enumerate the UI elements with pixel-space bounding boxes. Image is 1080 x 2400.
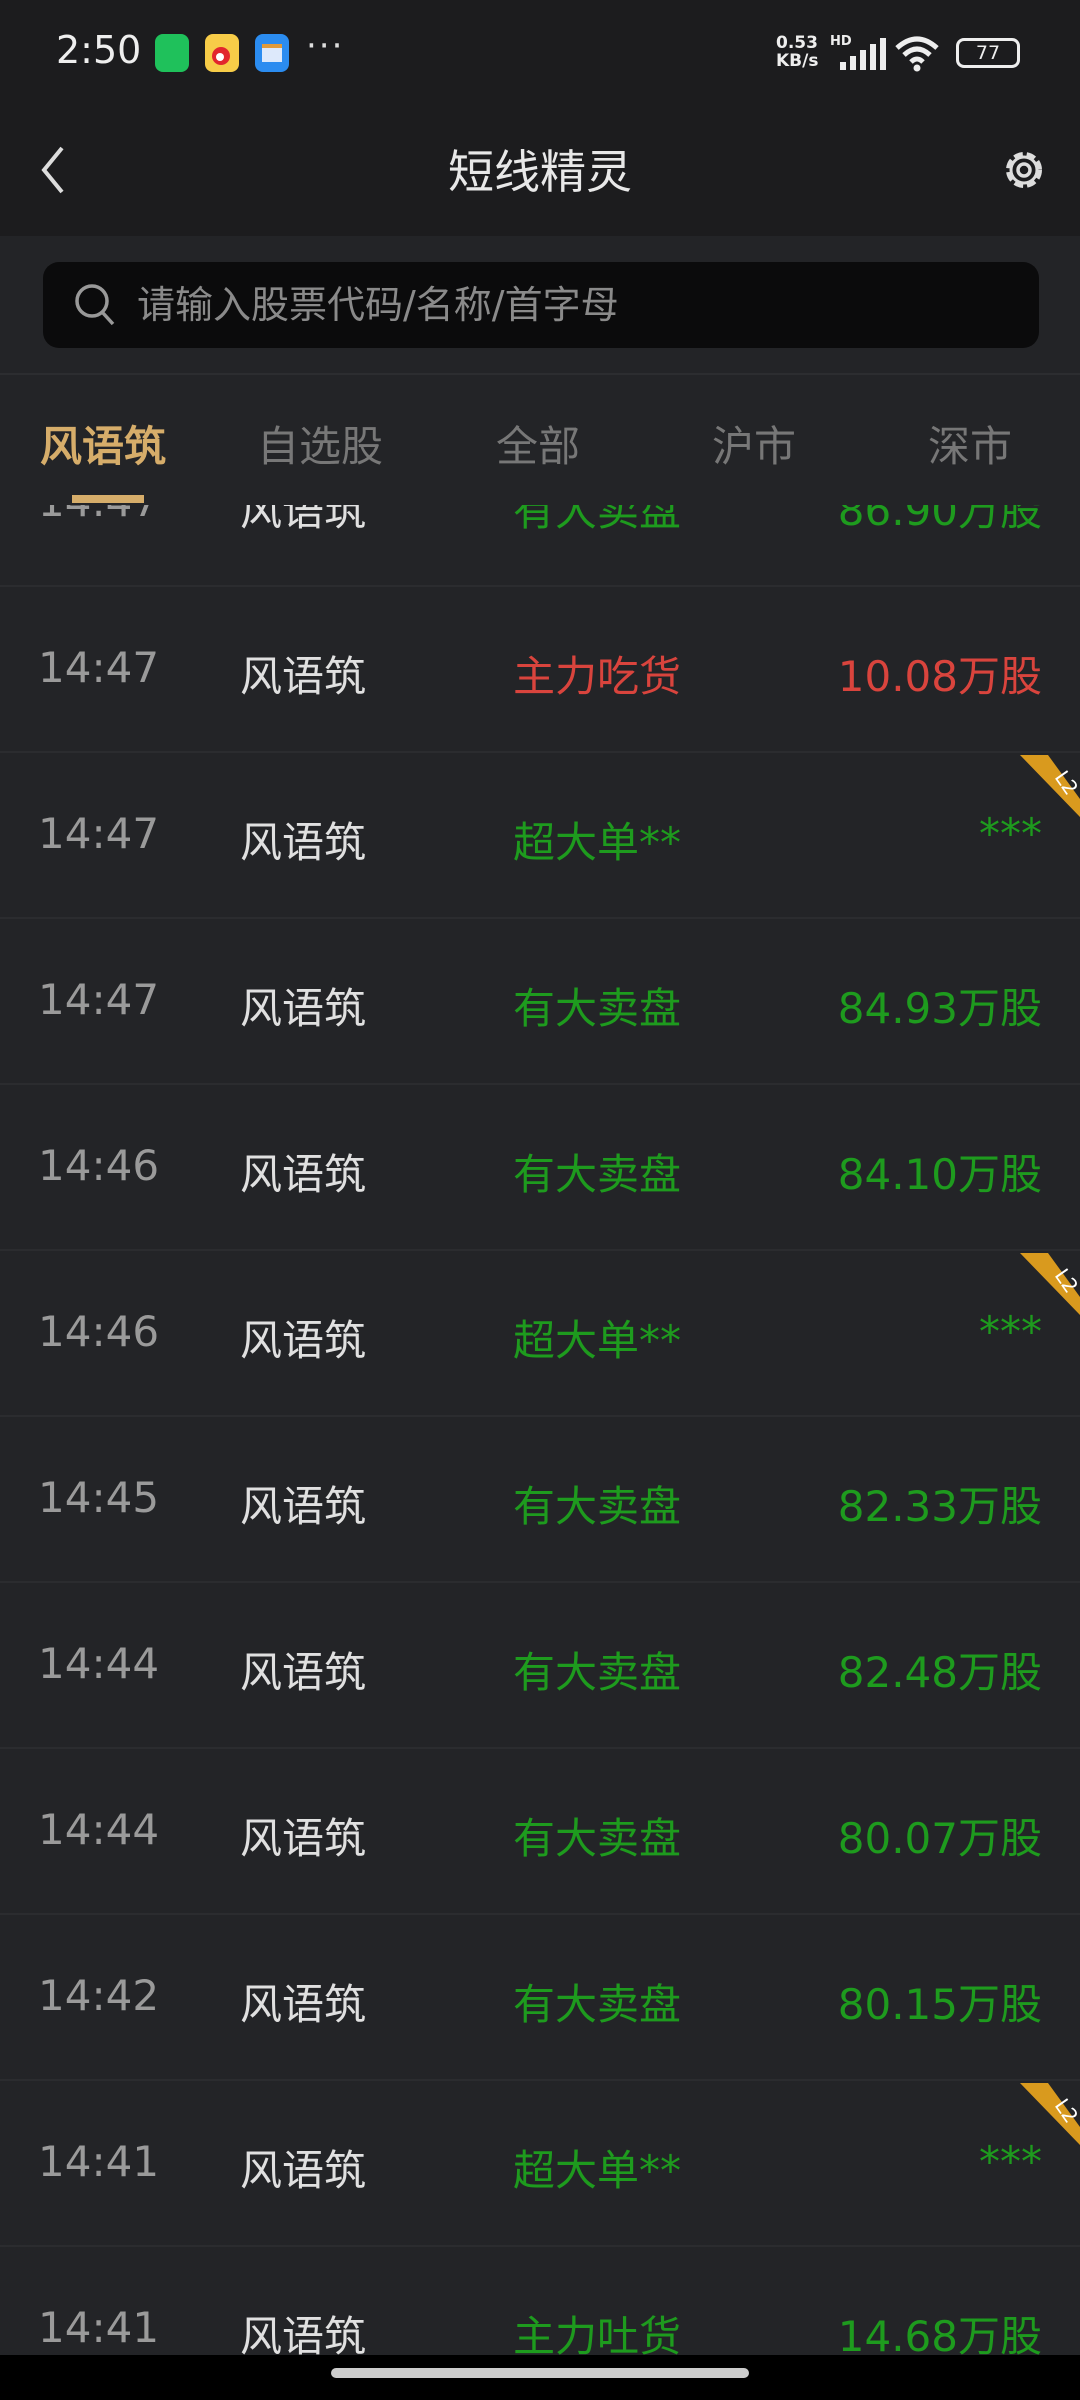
- table-row[interactable]: 14:41 风语筑 超大单** *** L2: [0, 2081, 1080, 2247]
- row-signal-type: 有大卖盘: [513, 1648, 682, 1697]
- table-row[interactable]: 14:41 风语筑 主力吐货 14.68万股: [0, 2247, 1080, 2355]
- row-signal-type: 主力吃货: [513, 652, 682, 701]
- active-tab-indicator: [72, 495, 144, 503]
- row-signal-type: 有大卖盘: [513, 1814, 682, 1863]
- row-volume: 84.93万股: [837, 984, 1042, 1033]
- tab-stock[interactable]: 风语筑: [40, 422, 167, 471]
- wechat-icon: [155, 34, 189, 72]
- row-stock-name: 风语筑: [240, 1814, 367, 1863]
- page-title: 短线精灵: [448, 145, 632, 199]
- net-speed: 0.53 KB/s: [776, 34, 818, 70]
- row-signal-type: 有大卖盘: [513, 1482, 682, 1531]
- row-stock-name: 风语筑: [240, 2146, 367, 2195]
- row-volume: 82.48万股: [837, 1648, 1042, 1697]
- row-time: 14:46: [38, 1307, 160, 1356]
- clock: 2:50: [56, 28, 142, 72]
- tab-bar: 风语筑 自选股 全部 沪市 深市: [0, 375, 1080, 505]
- row-time: 14:47: [38, 505, 159, 526]
- l2-badge-icon: L2: [1020, 755, 1080, 817]
- more-notifications-icon: ···: [306, 26, 345, 66]
- weibo-icon: [205, 34, 239, 72]
- row-volume: ***: [979, 1307, 1042, 1356]
- table-row[interactable]: 14:45 风语筑 有大卖盘 82.33万股: [0, 1417, 1080, 1583]
- hd-label: HD: [830, 34, 852, 49]
- row-volume: ***: [979, 2137, 1042, 2186]
- row-time: 14:47: [38, 809, 160, 858]
- back-icon[interactable]: [36, 140, 76, 200]
- home-handle[interactable]: [331, 2368, 749, 2378]
- table-row[interactable]: 14:44 风语筑 有大卖盘 82.48万股: [0, 1583, 1080, 1749]
- row-volume: 84.10万股: [837, 1150, 1042, 1199]
- row-time: 14:46: [38, 1141, 160, 1190]
- row-stock-name: 风语筑: [240, 1980, 367, 2029]
- row-signal-type: 主力吐货: [513, 2312, 682, 2355]
- row-volume: ***: [979, 809, 1042, 858]
- row-volume: 82.33万股: [837, 1482, 1042, 1531]
- status-bar: 2:50 ··· 0.53 KB/s HD 77: [0, 0, 1080, 100]
- search-bar[interactable]: [43, 262, 1039, 348]
- wallet-icon: [255, 34, 289, 72]
- row-signal-type: 有大卖盘: [513, 1150, 682, 1199]
- row-volume: 86.90万股: [837, 505, 1042, 535]
- table-row[interactable]: 14:46 风语筑 有大卖盘 84.10万股: [0, 1085, 1080, 1251]
- table-row[interactable]: 14:44 风语筑 有大卖盘 80.07万股: [0, 1749, 1080, 1915]
- row-time: 14:44: [38, 1639, 160, 1688]
- tab-watchlist[interactable]: 自选股: [257, 422, 384, 471]
- row-stock-name: 风语筑: [240, 1482, 367, 1531]
- table-row[interactable]: 14:42 风语筑 有大卖盘 80.15万股: [0, 1915, 1080, 2081]
- row-time: 14:47: [38, 643, 160, 692]
- tab-all[interactable]: 全部: [496, 422, 581, 471]
- net-speed-value: 0.53: [776, 33, 818, 53]
- row-volume: 80.15万股: [837, 1980, 1042, 2029]
- row-volume: 80.07万股: [837, 1814, 1042, 1863]
- table-row[interactable]: 14:47 风语筑 有大卖盘 84.93万股: [0, 919, 1080, 1085]
- row-signal-type: 超大单**: [513, 1316, 682, 1365]
- navigation-bar: [0, 2355, 1080, 2400]
- battery-level: 77: [975, 42, 1001, 64]
- row-signal-type: 有大卖盘: [513, 984, 682, 1033]
- battery-icon: 77: [956, 38, 1020, 68]
- row-stock-name: 风语筑: [240, 1648, 367, 1697]
- row-time: 14:47: [38, 975, 160, 1024]
- row-time: 14:41: [38, 2137, 160, 2186]
- table-row[interactable]: 14:47 风语筑 超大单** *** L2: [0, 753, 1080, 919]
- row-stock-name: 风语筑: [240, 1150, 367, 1199]
- tab-shenzhen[interactable]: 深市: [928, 422, 1013, 471]
- tab-shanghai[interactable]: 沪市: [712, 422, 797, 471]
- row-volume: 10.08万股: [837, 652, 1042, 701]
- wifi-icon: [895, 36, 939, 72]
- row-stock-name: 风语筑: [240, 652, 367, 701]
- row-stock-name: 风语筑: [240, 1316, 367, 1365]
- row-stock-name: 风语筑: [240, 984, 367, 1033]
- search-icon: [75, 284, 115, 326]
- row-stock-name: 风语筑: [240, 818, 367, 867]
- l2-badge-icon: L2: [1020, 1253, 1080, 1315]
- search-input[interactable]: [137, 262, 1017, 348]
- gear-icon[interactable]: [998, 144, 1050, 196]
- net-speed-unit: KB/s: [776, 51, 819, 71]
- app-header: 短线精灵: [0, 100, 1080, 236]
- table-row[interactable]: 14:47 风语筑 有大卖盘 86.90万股: [0, 505, 1080, 587]
- row-stock-name: 风语筑: [240, 505, 367, 535]
- row-signal-type: 有大卖盘: [513, 1980, 682, 2029]
- row-time: 14:45: [38, 1473, 160, 1522]
- table-row[interactable]: 14:47 风语筑 主力吃货 10.08万股: [0, 587, 1080, 753]
- divider: [0, 373, 1080, 375]
- signal-icon: [840, 38, 886, 70]
- row-time: 14:44: [38, 1805, 160, 1854]
- row-time: 14:41: [38, 2303, 160, 2352]
- row-signal-type: 有大卖盘: [513, 505, 682, 535]
- l2-badge-icon: L2: [1020, 2083, 1080, 2145]
- table-row[interactable]: 14:46 风语筑 超大单** *** L2: [0, 1251, 1080, 1417]
- row-signal-type: 超大单**: [513, 2146, 682, 2195]
- row-stock-name: 风语筑: [240, 2312, 367, 2355]
- row-time: 14:42: [38, 1971, 160, 2020]
- row-signal-type: 超大单**: [513, 818, 682, 867]
- row-volume: 14.68万股: [837, 2312, 1042, 2355]
